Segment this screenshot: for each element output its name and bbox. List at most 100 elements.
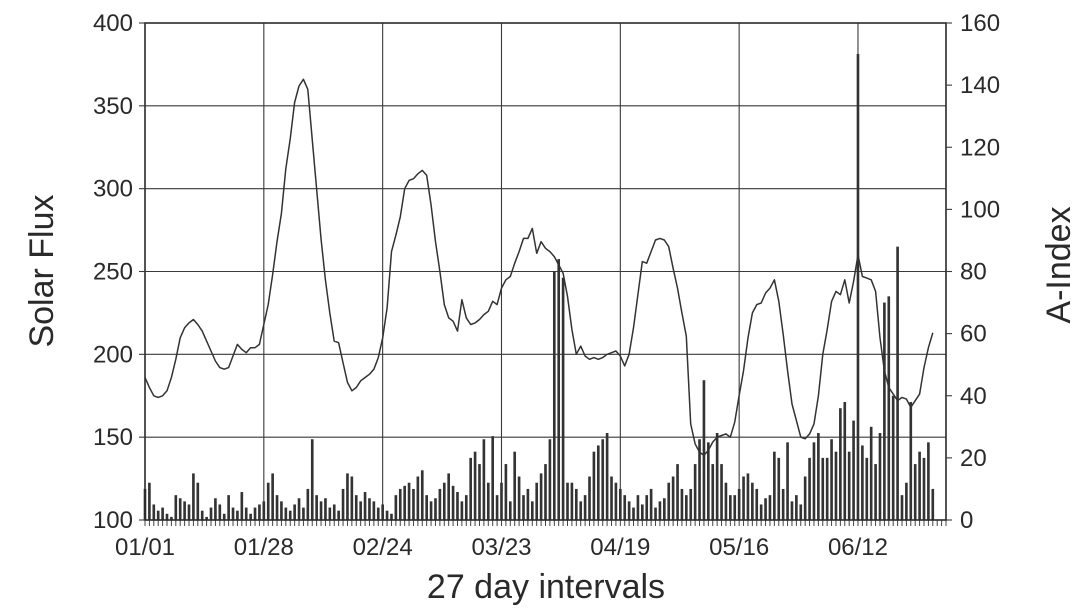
a-index-bar <box>738 489 741 520</box>
a-index-bar <box>298 498 301 520</box>
x-tick-label: 01/28 <box>234 534 294 561</box>
a-index-bar <box>320 501 323 520</box>
a-index-bar <box>549 439 552 520</box>
y-axis-title: Solar Flux <box>23 194 61 347</box>
x-tick-label: 02/24 <box>353 534 413 561</box>
a-index-bar <box>927 442 930 520</box>
a-index-bar <box>672 477 675 520</box>
a-index-bar <box>804 477 807 520</box>
a-index-bar <box>830 439 833 520</box>
a-index-bar <box>214 498 217 520</box>
a-index-bar <box>619 489 622 520</box>
a-index-bar <box>483 439 486 520</box>
y2-tick-label: 120 <box>960 134 1000 161</box>
a-index-bar <box>302 508 305 520</box>
a-index-bar <box>566 483 569 520</box>
a-index-bar <box>368 498 371 520</box>
a-index-bar <box>623 495 626 520</box>
a-index-bar <box>478 464 481 520</box>
a-index-bar <box>469 458 472 520</box>
a-index-bar <box>579 501 582 520</box>
a-index-bar <box>280 501 283 520</box>
a-index-bar <box>835 452 838 520</box>
a-index-bar <box>879 433 882 520</box>
a-index-bar <box>791 501 794 520</box>
a-index-bar <box>430 501 433 520</box>
a-index-bar <box>597 445 600 520</box>
a-index-bar <box>711 464 714 520</box>
a-index-bar <box>487 483 490 520</box>
a-index-bar <box>443 483 446 520</box>
a-index-bar <box>716 433 719 520</box>
a-index-bar <box>461 501 464 520</box>
a-index-bar <box>179 498 182 520</box>
a-index-bar <box>637 495 640 520</box>
a-index-bar <box>196 483 199 520</box>
a-index-bar <box>733 495 736 520</box>
a-index-bar <box>496 495 499 520</box>
a-index-bar <box>645 495 648 520</box>
a-index-bar <box>342 489 345 520</box>
a-index-bar <box>258 504 261 520</box>
a-index-bar <box>518 477 521 520</box>
a-index-bar <box>227 495 230 520</box>
a-index-bar <box>456 492 459 520</box>
a-index-bar <box>254 508 257 520</box>
a-index-bar <box>236 511 239 520</box>
a-index-bar <box>329 508 332 520</box>
a-index-bar <box>271 473 274 520</box>
a-index-bar <box>777 458 780 520</box>
a-index-bar <box>742 477 745 520</box>
x-tick-label: 06/12 <box>828 534 888 561</box>
a-index-bar <box>315 495 318 520</box>
y2-tick-label: 40 <box>960 383 987 410</box>
y-tick-label: 100 <box>93 507 133 534</box>
x-axis-title: 27 day intervals <box>427 568 665 606</box>
a-index-bar <box>276 495 279 520</box>
a-index-bar <box>914 464 917 520</box>
a-index-bar <box>751 483 754 520</box>
a-index-bar <box>386 511 389 520</box>
a-index-bar <box>606 433 609 520</box>
a-index-bar <box>817 433 820 520</box>
a-index-bar <box>610 477 613 520</box>
a-index-bar <box>166 514 169 520</box>
a-index-bar <box>412 489 415 520</box>
x-tick-label: 05/16 <box>709 534 769 561</box>
a-index-bar <box>769 495 772 520</box>
a-index-bar <box>874 464 877 520</box>
a-index-bar <box>896 247 899 520</box>
a-index-bar <box>557 259 560 520</box>
a-index-bar <box>782 489 785 520</box>
a-index-bar <box>909 402 912 520</box>
a-index-bar <box>403 486 406 520</box>
a-index-bar <box>641 504 644 520</box>
a-index-bar <box>218 504 221 520</box>
a-index-bar <box>505 464 508 520</box>
a-index-bar <box>395 495 398 520</box>
a-index-bar <box>857 54 860 520</box>
a-index-bar <box>161 508 164 520</box>
a-index-bar <box>786 442 789 520</box>
a-index-bar <box>694 464 697 520</box>
a-index-bar <box>355 495 358 520</box>
a-index-bar <box>465 495 468 520</box>
a-index-bar <box>377 508 380 520</box>
a-index-bar <box>650 489 653 520</box>
a-index-bar <box>425 495 428 520</box>
a-index-bar <box>870 427 873 520</box>
x-tick-label: 04/19 <box>590 534 650 561</box>
a-index-bar <box>764 498 767 520</box>
a-index-bar <box>535 483 538 520</box>
a-index-bar <box>923 458 926 520</box>
a-index-bar <box>676 464 679 520</box>
a-index-bar <box>931 489 934 520</box>
a-index-bar <box>232 508 235 520</box>
a-index-bar <box>249 514 252 520</box>
a-index-bar <box>747 473 750 520</box>
a-index-bar <box>575 489 578 520</box>
a-index-bar <box>593 452 596 520</box>
x-tick-label: 03/23 <box>471 534 531 561</box>
a-index-bar <box>245 508 248 520</box>
a-index-bar <box>553 272 556 521</box>
